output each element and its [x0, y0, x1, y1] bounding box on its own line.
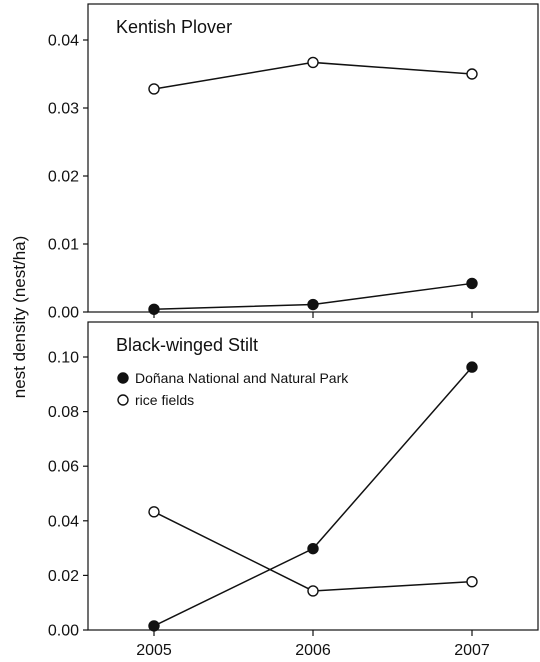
y-tick-label: 0.10 — [48, 350, 79, 367]
x-tick-label: 2006 — [295, 642, 331, 659]
panel-title: Kentish Plover — [116, 17, 232, 37]
data-point-rice-fields — [307, 585, 319, 597]
data-point-donana — [307, 298, 319, 311]
legend-marker — [117, 394, 129, 406]
data-point-rice-fields — [148, 506, 160, 518]
y-tick-label: 0.04 — [48, 513, 79, 530]
data-point-donana — [466, 277, 478, 290]
data-point-rice-fields — [148, 83, 160, 95]
y-axis-label: nest density (nest/ha) — [10, 236, 29, 399]
panel-black-winged-stilt: 0.00 0.02 0.04 0.06 0.08 0.10 2005 2006 2007 Blac… — [48, 321, 539, 659]
x-tick-label: 2007 — [454, 642, 490, 659]
data-point-donana — [148, 620, 160, 632]
data-point-rice-fields — [466, 68, 478, 80]
panel-title: Black-winged Stilt — [116, 335, 258, 355]
data-point-donana — [466, 361, 478, 373]
y-tick-label: 0.00 — [48, 305, 79, 322]
y-tick-label: 0.04 — [48, 33, 79, 50]
data-point-rice-fields — [307, 56, 319, 69]
y-tick-label: 0.02 — [48, 568, 79, 585]
legend-label: Doñana National and Natural Park — [135, 370, 349, 386]
x-tick-label: 2005 — [136, 642, 172, 659]
y-tick-label: 0.08 — [48, 404, 79, 421]
legend-label: rice fields — [135, 392, 194, 408]
legend: Doñana National and Natural Park rice fie… — [117, 370, 349, 408]
data-point-rice-fields — [466, 575, 478, 588]
y-tick-label: 0.01 — [48, 237, 79, 254]
legend-marker — [117, 372, 129, 384]
panel-kentish-plover: 0.00 0.01 0.02 0.03 0.04 Kentish Plover — [48, 3, 539, 322]
y-tick-label: 0.06 — [48, 459, 79, 476]
data-point-donana — [148, 303, 160, 315]
y-tick-label: 0.02 — [48, 169, 79, 186]
plot-frame — [87, 3, 539, 313]
data-point-donana — [307, 542, 319, 555]
y-tick-label: 0.03 — [48, 101, 79, 118]
y-tick-label: 0.00 — [48, 623, 79, 640]
